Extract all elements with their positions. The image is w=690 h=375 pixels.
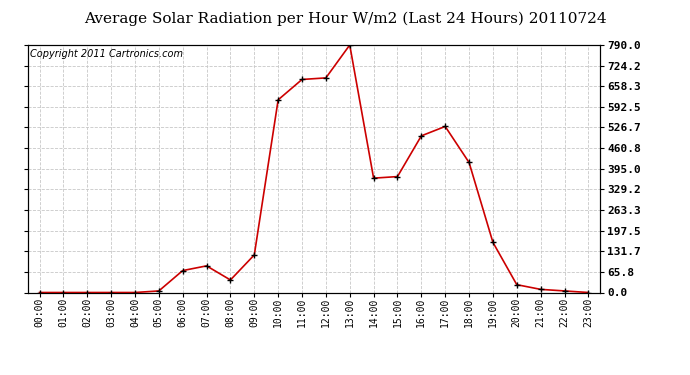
Text: Copyright 2011 Cartronics.com: Copyright 2011 Cartronics.com bbox=[30, 49, 184, 59]
Text: Average Solar Radiation per Hour W/m2 (Last 24 Hours) 20110724: Average Solar Radiation per Hour W/m2 (L… bbox=[83, 11, 607, 26]
